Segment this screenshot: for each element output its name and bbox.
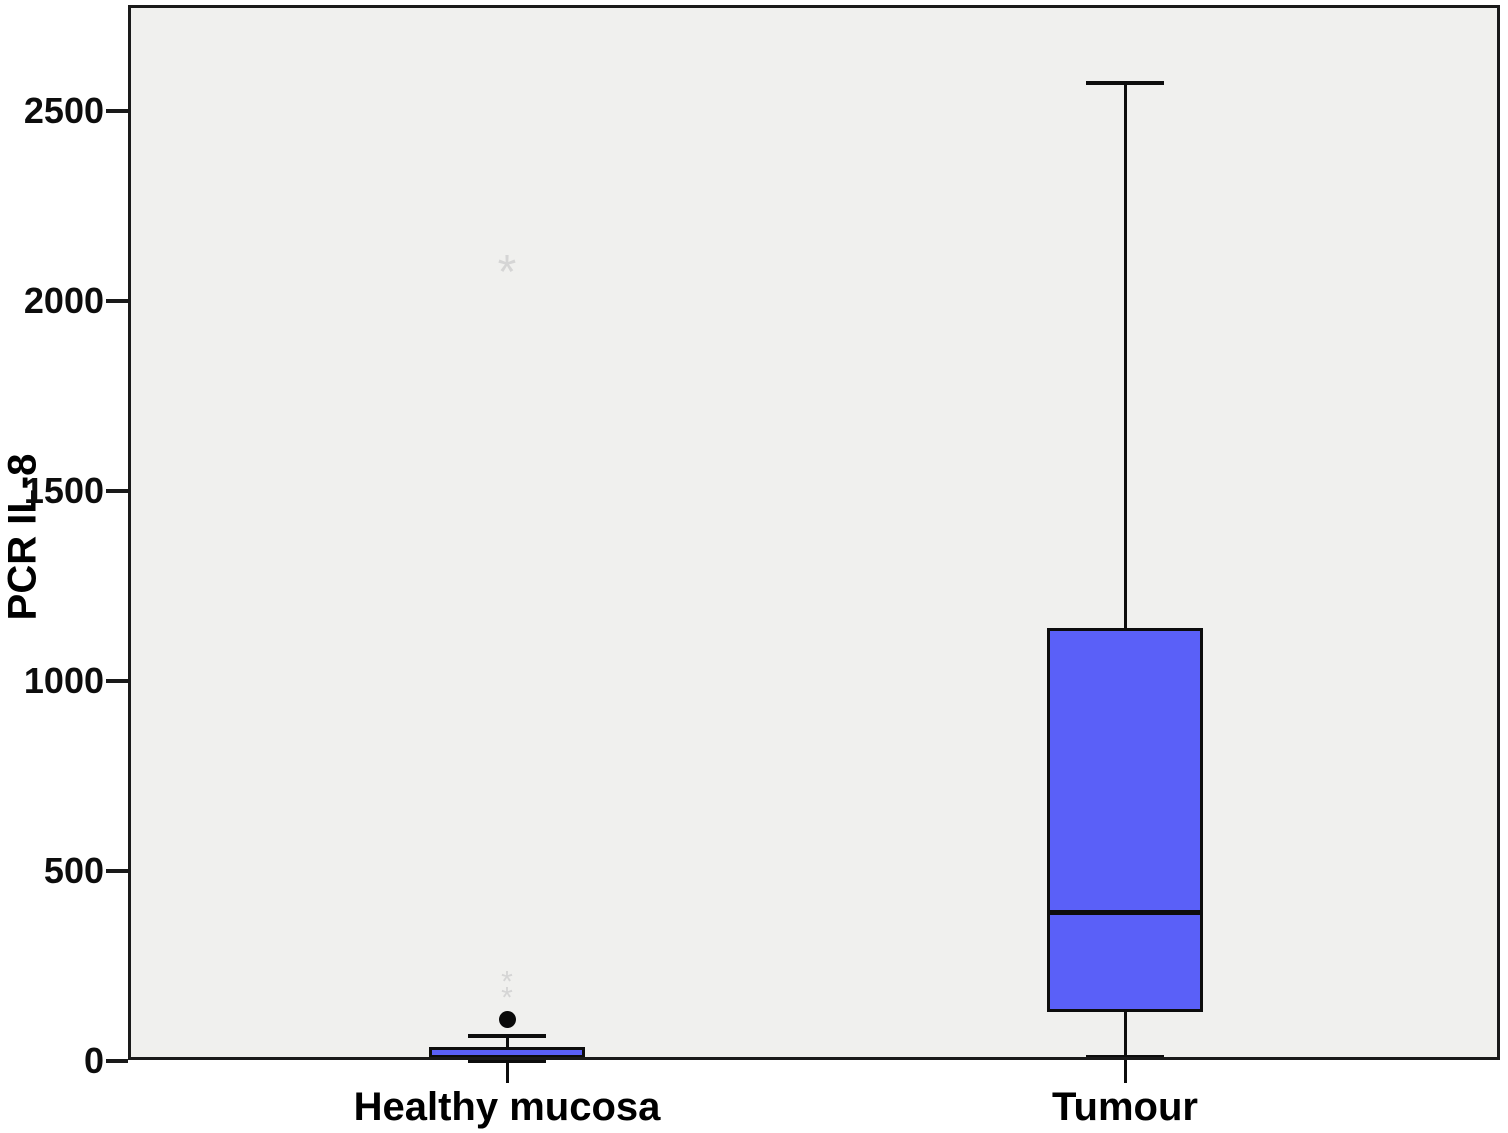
y-tick-mark [106, 1059, 128, 1063]
median-line-healthy-mucosa [429, 1054, 585, 1060]
upper-whisker-line-tumour [1123, 82, 1127, 628]
y-tick-mark [106, 869, 128, 873]
outlier-dot-healthy-mucosa [498, 1010, 516, 1028]
extreme-outlier-star-healthy-mucosa: * [497, 245, 517, 299]
y-tick-label: 2000 [23, 280, 104, 321]
outlier-star-healthy-mucosa: * [501, 965, 513, 999]
y-tick-label: 1500 [23, 470, 104, 511]
y-tick-label: 0 [83, 1040, 104, 1081]
x-category-label-tumour: Tumour [1052, 1085, 1198, 1129]
y-tick-mark [106, 679, 128, 683]
y-tick-mark [106, 489, 128, 493]
y-tick-mark [106, 109, 128, 113]
y-tick-label: 1000 [23, 660, 104, 701]
y-tick-label: 2500 [23, 90, 104, 131]
median-line-tumour [1047, 910, 1203, 916]
lower-whisker-cap-tumour [1086, 1055, 1164, 1060]
y-tick-mark [106, 299, 128, 303]
upper-whisker-cap-tumour [1086, 80, 1164, 85]
y-tick-label: 500 [43, 850, 104, 891]
lower-whisker-line-healthy-mucosa [505, 1060, 509, 1083]
lower-whisker-line-tumour [1123, 1011, 1127, 1083]
upper-whisker-cap-healthy-mucosa [468, 1034, 546, 1039]
lower-whisker-cap-healthy-mucosa [468, 1059, 546, 1063]
plot-content: * * * [128, 5, 1500, 1083]
x-category-label-healthy-mucosa: Healthy mucosa [353, 1085, 661, 1129]
plot-background [128, 5, 1500, 1060]
outlier-star-healthy-mucosa: * [501, 981, 513, 1015]
upper-whisker-line-healthy-mucosa [505, 1036, 509, 1047]
iqr-box-tumour [1047, 627, 1203, 1012]
